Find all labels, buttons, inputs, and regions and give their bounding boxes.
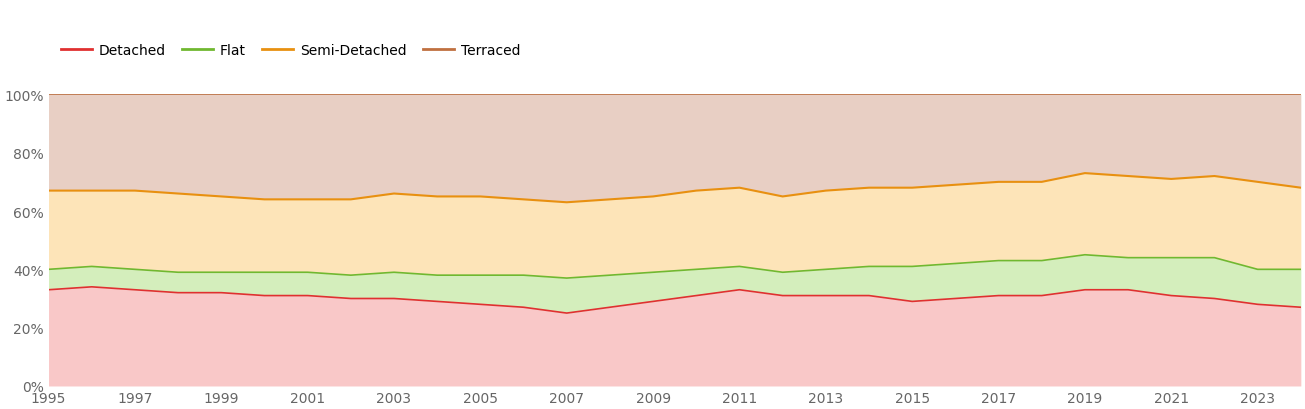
Legend: Detached, Flat, Semi-Detached, Terraced: Detached, Flat, Semi-Detached, Terraced: [56, 38, 526, 63]
